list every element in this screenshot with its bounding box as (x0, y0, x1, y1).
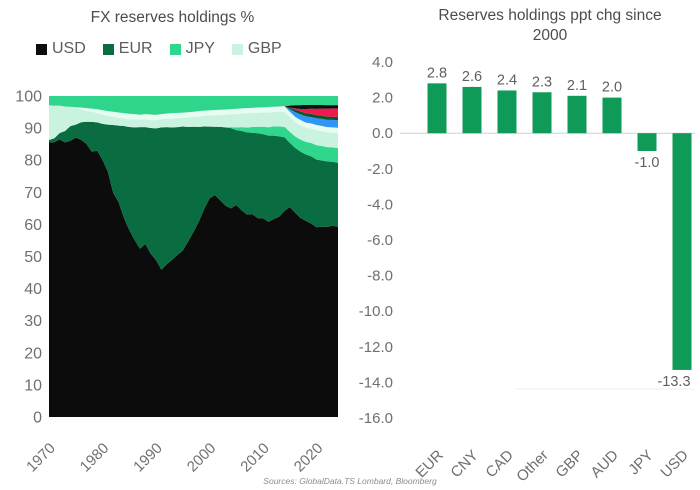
svg-text:-13.3: -13.3 (657, 374, 690, 390)
area-series-gbp (49, 105, 338, 149)
legend-swatch-eur (102, 43, 114, 55)
area-series-other-light (49, 105, 338, 134)
legend-item-eur: EUR (102, 40, 153, 58)
left-chart-legend: USD EUR JPY GBP (36, 40, 282, 58)
bar-jpy (637, 133, 657, 151)
svg-text:-16.0: -16.0 (359, 410, 393, 427)
legend-swatch-gbp (231, 43, 243, 55)
svg-text:2.3: 2.3 (532, 74, 552, 90)
svg-text:30: 30 (24, 313, 42, 330)
bar-other (532, 92, 552, 134)
svg-text:70: 70 (24, 185, 42, 202)
area-series-usd (49, 137, 338, 418)
svg-text:2020: 2020 (291, 440, 327, 476)
bar-chart: 4.0 2.0 0.0 -2.0 -4.0 -6.0 -8.0 -10.0 -12.0 -14.0… (359, 54, 695, 485)
left-chart-title: FX reserves holdings % (90, 9, 255, 26)
svg-text:JPY: JPY (625, 447, 656, 478)
legend-label: JPY (185, 40, 215, 57)
bar-cny (462, 86, 482, 134)
svg-text:1990: 1990 (130, 440, 166, 476)
bar-gbp (567, 95, 587, 134)
bar-usd (672, 133, 692, 370)
legend-item-gbp: GBP (231, 40, 282, 58)
legend-label: EUR (118, 40, 153, 57)
legend-swatch-usd (36, 43, 47, 55)
svg-text:-14.0: -14.0 (359, 374, 393, 391)
legend-item-jpy: JPY (169, 40, 215, 58)
legend-label: GBP (247, 40, 282, 57)
area-series-jpy (49, 121, 338, 163)
svg-text:-4.0: -4.0 (367, 196, 393, 213)
svg-text:20: 20 (24, 345, 42, 362)
area-series-other-dark (49, 104, 338, 115)
legend-item-usd: USD (36, 40, 86, 58)
svg-text:1980: 1980 (77, 440, 113, 476)
right-chart-title: Reserves holdings ppt chg since 2000 (438, 7, 662, 45)
legend-swatch-jpy (169, 43, 181, 55)
svg-text:2.8: 2.8 (427, 65, 447, 81)
stacked-area-chart: 0 10 20 30 40 50 60 70 80 90 100 1970 1980 1990 2000 20… (15, 89, 338, 476)
svg-text:-8.0: -8.0 (367, 268, 393, 285)
svg-text:0: 0 (33, 410, 42, 427)
svg-text:60: 60 (24, 217, 42, 234)
svg-text:40: 40 (24, 281, 42, 298)
bar-cad (497, 90, 517, 134)
area-series-other-green (49, 96, 338, 115)
svg-text:2.0: 2.0 (372, 90, 393, 107)
svg-text:-10.0: -10.0 (359, 303, 393, 320)
source-note: Sources: GlobalData.TS Lombard, Bloomber… (263, 476, 437, 486)
svg-text:2010: 2010 (237, 440, 273, 476)
area-series-eur (49, 121, 338, 270)
svg-text:2.0: 2.0 (602, 80, 622, 96)
svg-text:4.0: 4.0 (372, 54, 393, 71)
svg-text:-2.0: -2.0 (367, 161, 393, 178)
svg-text:90: 90 (24, 121, 42, 138)
svg-text:-1.0: -1.0 (635, 155, 660, 171)
legend-label: USD (52, 40, 86, 57)
svg-text:-12.0: -12.0 (359, 339, 393, 356)
svg-text:2000: 2000 (184, 440, 220, 476)
svg-text:2.6: 2.6 (462, 69, 482, 85)
svg-text:50: 50 (24, 249, 42, 266)
bar-eur (427, 83, 447, 134)
svg-text:0.0: 0.0 (372, 125, 393, 142)
svg-text:80: 80 (24, 153, 42, 170)
svg-text:1970: 1970 (23, 440, 59, 476)
bar-aud (602, 97, 622, 134)
svg-text:10: 10 (24, 377, 42, 394)
svg-text:2.4: 2.4 (497, 72, 517, 88)
svg-text:2.1: 2.1 (567, 78, 587, 94)
svg-text:100: 100 (15, 89, 42, 106)
svg-text:-6.0: -6.0 (367, 232, 393, 249)
